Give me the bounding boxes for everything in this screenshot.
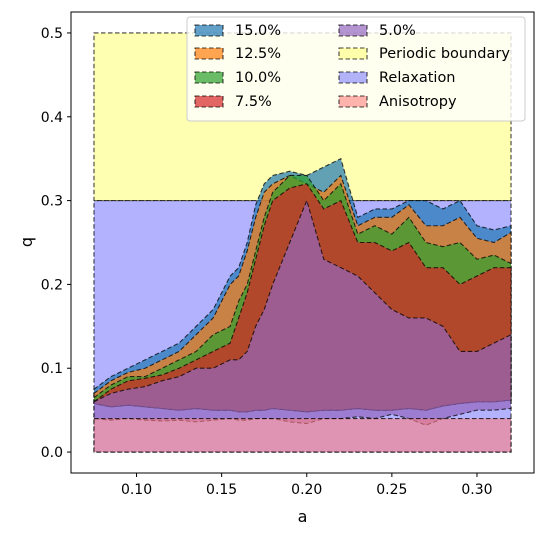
x-axis: 0.10 0.15 0.20 0.25 0.30 — [121, 473, 493, 498]
x-axis-title: a — [298, 507, 308, 526]
legend-item-anisotropy: Anisotropy — [338, 94, 457, 110]
plot-area — [93, 32, 512, 453]
legend-swatch — [338, 95, 368, 108]
legend-swatch — [194, 24, 224, 37]
y-axis-title: q — [17, 237, 36, 247]
legend-label: 12.5% — [235, 46, 281, 62]
axes-frame — [70, 11, 535, 474]
y-tick-label: 0.1 — [41, 361, 63, 377]
legend: 15.0% 12.5% 10.0% 7.5% 5.0% Periodic boundary… — [186, 16, 526, 122]
legend-item-periodic-boundary: Periodic boundary — [338, 46, 510, 62]
y-tick-label: 0.2 — [41, 277, 63, 293]
y-axis: 0.0 0.1 0.2 0.3 0.4 0.5 — [41, 26, 71, 461]
legend-item-7-5pct: 7.5% — [194, 94, 272, 110]
x-tick-label: 0.20 — [291, 482, 322, 498]
y-tick-label: 0.4 — [41, 110, 63, 126]
legend-swatch — [194, 95, 224, 108]
legend-swatch — [338, 47, 368, 60]
legend-label: Periodic boundary — [379, 46, 510, 62]
legend-label: 7.5% — [235, 94, 272, 110]
y-tick-label: 0.0 — [41, 445, 63, 461]
legend-label: Anisotropy — [379, 94, 457, 110]
legend-label: Relaxation — [379, 70, 456, 86]
legend-label: 5.0% — [379, 23, 416, 39]
legend-label: 10.0% — [235, 70, 281, 86]
x-tick-label: 0.15 — [206, 482, 237, 498]
x-tick-label: 0.30 — [461, 482, 492, 498]
x-tick-label: 0.10 — [121, 482, 152, 498]
legend-box — [186, 16, 526, 122]
band-5-0pct — [93, 198, 512, 426]
legend-item-5-0pct: 5.0% — [338, 23, 416, 39]
y-tick-label: 0.3 — [41, 194, 63, 210]
legend-item-15-0pct: 15.0% — [194, 23, 281, 39]
legend-item-12-5pct: 12.5% — [194, 46, 281, 62]
legend-item-10-0pct: 10.0% — [194, 70, 281, 86]
x-tick-label: 0.25 — [376, 482, 407, 498]
legend-swatch — [338, 71, 368, 84]
legend-swatch — [338, 24, 368, 37]
y-tick-label: 0.5 — [41, 26, 63, 42]
legend-item-relaxation: Relaxation — [338, 70, 456, 86]
legend-swatch — [194, 71, 224, 84]
legend-swatch — [194, 47, 224, 60]
region-anisotropy — [93, 417, 512, 453]
legend-label: 15.0% — [235, 23, 281, 39]
